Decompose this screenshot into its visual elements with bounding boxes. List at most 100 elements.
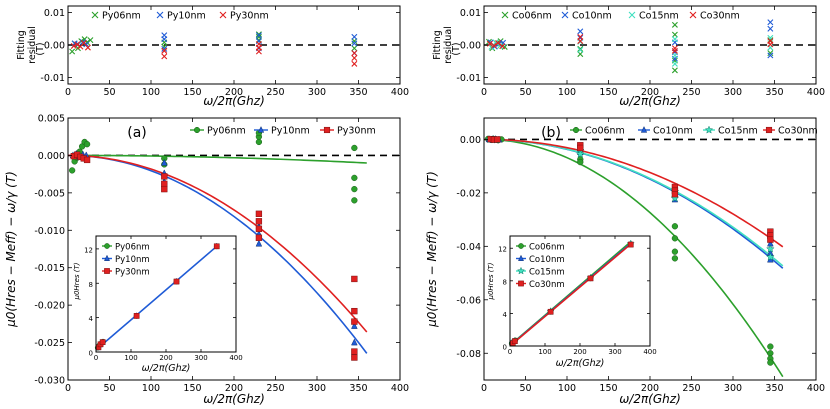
- co-residual-chart: 0 50 100 150 200 250 300 350 400 -0.01 0.00 0.01 ω/2…: [432, 5, 825, 108]
- co-main-xtick-label: 150: [599, 383, 617, 394]
- co-residual-legend-label: Co30nm: [700, 11, 740, 22]
- co-main-point-Co15nm: [766, 252, 775, 261]
- py-residual-point-Py30nm: [161, 47, 168, 54]
- co-main-ytick-label: 0.00: [460, 135, 481, 146]
- co-residual-legend-marker: [628, 11, 636, 19]
- co-main-panel-tag: (b): [541, 125, 561, 141]
- py-residual-ylabel-line: Fitting: [16, 30, 27, 60]
- co-residual-point-Co30nm: [671, 45, 678, 52]
- co-residual-point-Co30nm: [767, 38, 774, 45]
- py-inset-legend-label: Py10nm: [115, 255, 150, 265]
- co-residual-point-Co15nm: [671, 60, 678, 67]
- py-residual-point-Py30nm: [351, 55, 358, 61]
- co-main-legend-marker: [572, 126, 580, 134]
- co-inset-ytick-label: 4: [503, 311, 508, 319]
- co-residual-point-Co06nm: [577, 45, 584, 52]
- co-residual-point-Co30nm: [577, 38, 584, 45]
- py-residual-xtick-label: 400: [391, 87, 409, 98]
- py-main-point-Py30nm: [161, 173, 168, 180]
- py-residual-legend-marker: [91, 11, 99, 19]
- py-main-xtick-label: 50: [103, 383, 115, 394]
- co-residual-ytick-label: 0.01: [460, 8, 481, 19]
- co-residual-point-Co10nm: [767, 52, 774, 59]
- py-main-point-Py06nm: [255, 138, 263, 146]
- co-residual-ylabel-unit: (T): [451, 42, 462, 55]
- py-main-legend-label: Py30nm: [337, 126, 376, 137]
- py-inset-legend-marker: [104, 254, 110, 261]
- py-residual-ylabel: Fittingresidual: [16, 26, 38, 64]
- py-residual-legend-marker: [219, 11, 227, 19]
- co-main-point-Co06nm: [767, 343, 774, 350]
- py-main-ylabel: μ0(Hres − Meff) − ω/γ (T): [4, 171, 18, 328]
- py-inset-xtick-label: 200: [159, 354, 172, 362]
- py-residual-ytick-label: 0.00: [44, 41, 65, 52]
- py-main-fit-Py30nm: [67, 154, 368, 333]
- py-inset-xtick-label: 400: [229, 354, 242, 362]
- py-main-point-Py10nm: [351, 322, 358, 329]
- py-residual-xtick-label: 0: [65, 87, 71, 98]
- py-main-xtick-label: 350: [349, 383, 367, 394]
- py-inset-legend-marker: [104, 268, 110, 274]
- py-residual-ylabel-unit: (T): [35, 42, 46, 55]
- co-residual-point-Co06nm: [671, 67, 678, 74]
- py-main-point-Py30nm: [255, 210, 263, 217]
- py-inset-xtick-label: 0: [94, 354, 98, 362]
- co-main-point-Co30nm: [577, 144, 584, 152]
- py-main-ytick-label: -0.025: [34, 338, 65, 349]
- co-inset-chart: 0 100 200 300 400 12 8 4 0 ω/2π(Ghz) μ0Hres (T) Co0…: [487, 235, 657, 369]
- py-residual-point-Py10nm: [351, 40, 358, 47]
- co-residual-point-Co15nm: [496, 43, 503, 50]
- py-residual-point-Py30nm: [255, 41, 262, 48]
- py-residual-point-Py30nm: [161, 53, 168, 60]
- co-residual-legend-label: Co15nm: [639, 11, 679, 22]
- py-inset-ytick-label: 4: [89, 315, 94, 323]
- co-inset-ylabel: μ0Hres (T): [487, 262, 495, 300]
- py-main-point-Py10nm: [160, 158, 168, 166]
- py-main-point-Py06nm: [83, 141, 91, 148]
- co-inset-xtick-label: 300: [608, 348, 621, 356]
- py-residual-point-Py10nm: [255, 32, 262, 39]
- py-main-point-Py06nm: [351, 174, 358, 182]
- py-residual-point-Py10nm: [161, 45, 168, 52]
- co-inset-xtick-label: 100: [538, 348, 551, 356]
- co-residual-point-Co30nm: [495, 40, 502, 47]
- co-inset-legend-marker: [518, 243, 524, 249]
- co-main-xtick-label: 350: [765, 383, 783, 394]
- co-main-fit-Co06nm: [483, 138, 784, 378]
- co-inset-xtick-label: 200: [573, 348, 586, 356]
- co-main-xtick-label: 0: [481, 383, 487, 394]
- co-residual-point-Co30nm: [499, 43, 506, 50]
- co-residual-ylabel: Fittingresidual: [432, 26, 454, 64]
- py-inset-bg: [96, 236, 236, 352]
- py-main-xtick-label: 150: [183, 383, 201, 394]
- py-main-xtick-label: 400: [391, 383, 409, 394]
- py-main-point-Py30nm: [161, 185, 168, 193]
- co-main-xtick-label: 400: [807, 383, 825, 394]
- py-main-point-Py30nm: [255, 234, 263, 241]
- co-main-xtick-label: 100: [558, 383, 576, 394]
- py-main-panel-tag: (a): [127, 125, 147, 141]
- co-main-xtick-label: 250: [682, 383, 700, 394]
- co-residual-point-Co15nm: [671, 52, 678, 59]
- py-residual-xlabel: ω/2π(Ghz): [203, 94, 265, 108]
- py-main-legend-marker: [323, 126, 331, 134]
- py-residual-point-Py10nm: [351, 33, 358, 40]
- co-main-xlabel: ω/2π(Ghz): [619, 392, 681, 406]
- py-main-legend-marker: [193, 126, 201, 134]
- py-inset-xtick-label: 300: [194, 354, 207, 362]
- co-main-legend-label: Co10nm: [653, 126, 693, 137]
- py-main-point-Py06nm: [351, 197, 358, 204]
- py-inset-xlabel: ω/2π(Ghz): [142, 363, 191, 374]
- py-residual-chart: 0 50 100 150 200 250 300 350 400 -0.01 0.00 0.01 ω/2…: [16, 5, 409, 108]
- py-main-ytick-label: -0.015: [34, 263, 65, 274]
- py-residual-point-Py30nm: [351, 60, 358, 67]
- py-inset-point-Py30nm: [99, 339, 106, 345]
- py-main-ytick-label: 0.000: [38, 151, 65, 162]
- py-main-point-Py30nm: [255, 218, 263, 225]
- co-residual-point-Co30nm: [671, 47, 678, 54]
- py-inset-legend-marker: [104, 243, 110, 249]
- py-main-ytick-label: -0.010: [34, 226, 65, 237]
- co-inset-bg: [510, 236, 650, 346]
- py-residual-point-Py30nm: [351, 50, 358, 57]
- py-residual-point-Py06nm: [255, 31, 262, 38]
